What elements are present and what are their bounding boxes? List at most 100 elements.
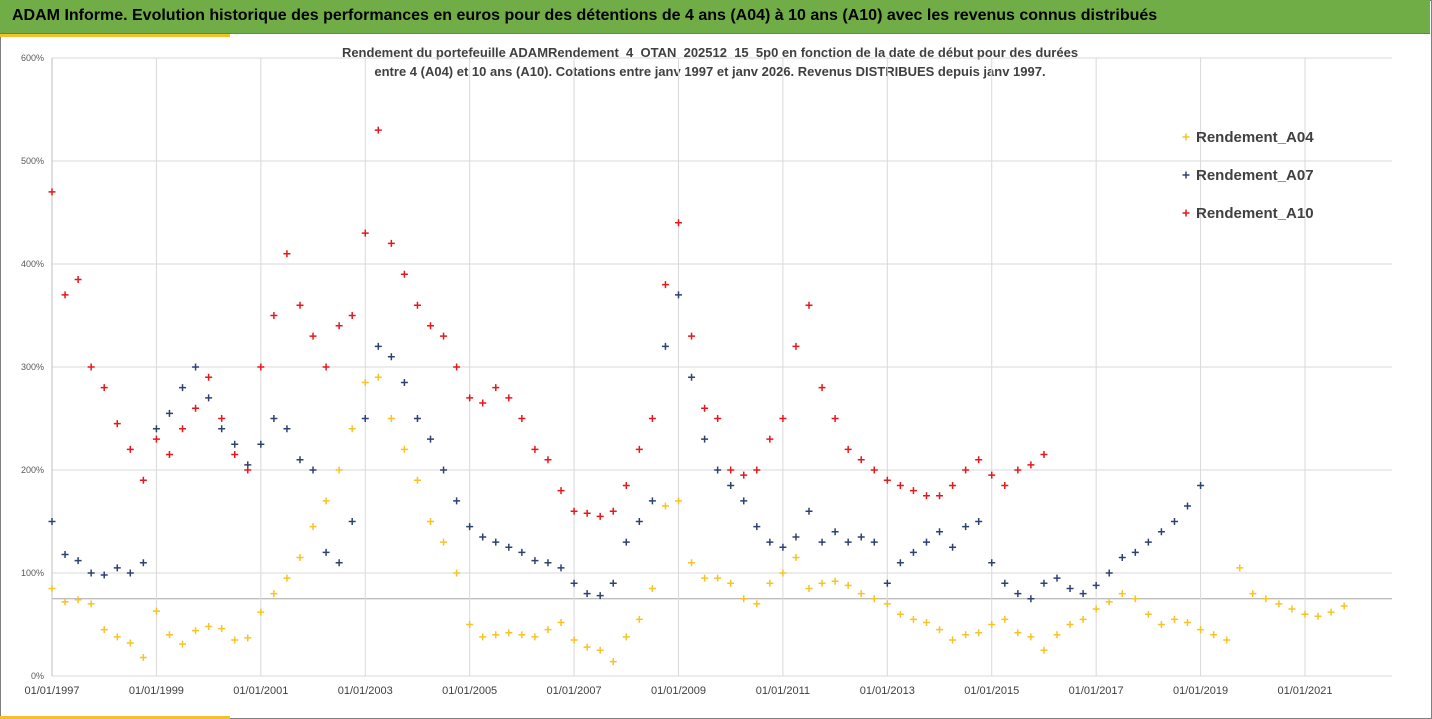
legend-label-a04: Rendement_A04 [1196,129,1314,146]
point-a04 [413,476,421,484]
point-a10 [531,445,539,453]
point-a07 [1144,538,1152,546]
point-a07 [1118,554,1126,562]
point-a04 [1131,595,1139,603]
legend-marker-a04 [1182,133,1190,141]
point-a04 [335,466,343,474]
point-a07 [192,363,200,371]
point-a07 [622,538,630,546]
point-a04 [622,633,630,641]
point-a04 [688,559,696,567]
point-a04 [635,615,643,623]
point-a10 [1027,461,1035,469]
point-a07 [949,543,957,551]
x-tick-label: 01/01/1999 [129,685,184,697]
point-a07 [609,579,617,587]
point-a07 [818,538,826,546]
point-a04 [1327,608,1335,616]
point-a07 [296,456,304,464]
x-tick-label: 01/01/2013 [860,685,915,697]
point-a04 [440,538,448,546]
point-a04 [596,646,604,654]
point-a07 [661,342,669,350]
point-a07 [805,507,813,515]
point-a04 [152,607,160,615]
point-a04 [218,625,226,633]
point-a07 [257,440,265,448]
x-tick-label: 01/01/1997 [24,685,79,697]
point-a07 [1131,548,1139,556]
point-a04 [1118,590,1126,598]
point-a04 [1314,612,1322,620]
point-a04 [740,595,748,603]
point-a07 [792,533,800,541]
point-a04 [1197,626,1205,634]
point-a07 [988,559,996,567]
point-a07 [740,497,748,505]
point-a10 [205,373,213,381]
point-a07 [74,557,82,565]
point-a04 [466,621,474,628]
point-a04 [909,615,917,623]
point-a04 [661,502,669,510]
x-tick-label: 01/01/2011 [756,685,810,697]
point-a10 [218,415,226,422]
point-a07 [309,466,317,474]
point-a10 [231,451,239,459]
point-a10 [152,435,160,443]
point-a04 [453,569,461,577]
point-a10 [100,384,108,392]
point-a07 [779,543,787,551]
point-a07 [1079,590,1087,598]
point-a04 [1053,631,1061,639]
point-a10 [975,456,983,464]
point-a07 [126,569,134,577]
page-title: ADAM Informe. Evolution historique des p… [12,7,1158,24]
point-a07 [1066,584,1074,592]
point-a07 [1170,518,1178,525]
x-tick-label: 01/01/2001 [233,685,288,697]
point-a07 [544,559,552,567]
point-a04 [570,636,578,644]
point-a07 [714,466,722,474]
point-a04 [126,639,134,647]
point-a04 [74,596,82,604]
point-a07 [427,435,435,443]
point-a10 [727,466,735,474]
point-a10 [857,456,865,464]
chart-title-line-1: Rendement du portefeuille ADAMRendement_… [341,45,1079,60]
point-a07 [596,592,604,600]
point-a10 [766,435,774,443]
header-bar: ADAM Informe. Evolution historique des p… [0,0,1430,34]
point-a07 [701,435,709,443]
point-a07 [479,533,487,541]
point-a04 [296,554,304,562]
point-a10 [949,481,957,489]
point-a04 [427,518,435,525]
point-a10 [87,363,95,371]
point-a07 [231,440,239,448]
point-a07 [531,557,539,565]
x-tick-label: 01/01/2021 [1277,685,1332,697]
point-a04 [701,574,709,582]
point-a04 [1210,631,1218,639]
point-a04 [831,577,839,585]
point-a04 [531,633,539,641]
point-a07 [61,550,69,558]
point-a10 [374,126,382,134]
point-a07 [348,518,356,525]
point-a10 [270,312,278,319]
point-a07 [1040,579,1048,587]
point-a10 [648,415,656,422]
point-a07 [870,538,878,546]
point-a04 [1092,605,1100,613]
point-a04 [1027,633,1035,641]
y-tick-label: 200% [21,465,44,475]
point-a07 [100,571,108,579]
point-a07 [492,538,500,546]
point-a07 [113,564,121,572]
x-tick-label: 01/01/2019 [1173,685,1228,697]
point-a10 [701,404,709,412]
point-a10 [779,415,787,422]
point-a04 [988,621,996,628]
